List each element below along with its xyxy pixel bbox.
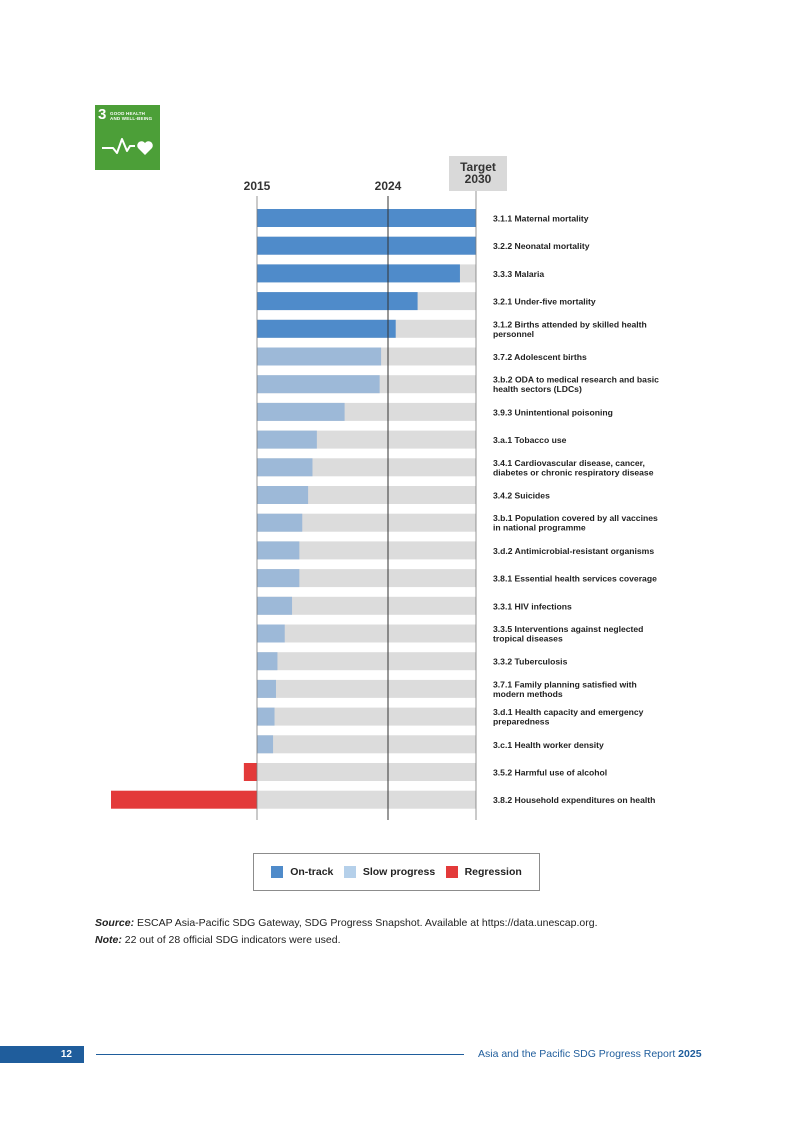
bar <box>257 707 275 726</box>
bar <box>257 402 345 421</box>
bar-label: 3.4.1 Cardiovascular disease, cancer, <box>493 458 645 468</box>
source-text: ESCAP Asia-Pacific SDG Gateway, SDG Prog… <box>134 917 598 929</box>
bar <box>257 375 380 394</box>
bar <box>257 569 300 588</box>
sdg-number: 3 <box>98 106 107 123</box>
source-line: Source: ESCAP Asia-Pacific SDG Gateway, … <box>95 915 598 932</box>
bar-track <box>257 790 476 809</box>
chart-legend: On-track Slow progress Regression <box>253 853 540 891</box>
report-title: Asia and the Pacific SDG Progress Report <box>478 1048 679 1060</box>
bar-label: 3.1.2 Births attended by skilled health <box>493 319 647 329</box>
bar-label: 3.d.1 Health capacity and emergency <box>493 707 644 717</box>
bar-label: 3.a.1 Tobacco use <box>493 435 567 445</box>
bar <box>257 292 418 311</box>
note-label: Note: <box>95 934 122 946</box>
sdg-3-badge: 3 GOOD HEALTH AND WELL-BEING <box>95 105 160 170</box>
report-year: 2025 <box>678 1048 702 1060</box>
bar <box>257 596 293 615</box>
bar-label: 3.2.1 Under-five mortality <box>493 297 596 307</box>
bar-label: personnel <box>493 329 534 339</box>
bar-track <box>257 569 476 588</box>
legend-item-on-track: On-track <box>271 866 333 878</box>
bar-label: tropical diseases <box>493 634 563 644</box>
bar-label: diabetes or chronic respiratory disease <box>493 467 654 477</box>
bar <box>257 679 276 698</box>
legend-swatch-slow-progress <box>343 866 356 878</box>
bar <box>257 347 382 366</box>
bar-label: preparedness <box>493 717 550 727</box>
legend-item-regression: Regression <box>445 866 522 878</box>
bar-track <box>257 486 476 504</box>
bar-label: 3.b.1 Population covered by all vaccines <box>493 513 658 523</box>
note-line: Note: 22 out of 28 official SDG indicato… <box>95 932 598 949</box>
bar-label: 3.3.3 Malaria <box>493 269 544 279</box>
bar-track <box>257 624 476 643</box>
target-2030-box <box>449 156 507 191</box>
legend-item-slow-progress: Slow progress <box>343 866 436 878</box>
bar-label: 3.7.2 Adolescent births <box>493 352 587 362</box>
footer-report-title: Asia and the Pacific SDG Progress Report… <box>478 1048 702 1060</box>
bar-track <box>257 541 476 560</box>
bar <box>257 430 317 449</box>
source-label: Source: <box>95 917 135 929</box>
bar-label: 3.8.2 Household expenditures on health <box>493 795 655 805</box>
bar-label: 3.1.1 Maternal mortality <box>493 214 589 224</box>
chart-notes: Source: ESCAP Asia-Pacific SDG Gateway, … <box>95 915 598 949</box>
note-text: 22 out of 28 official SDG indicators wer… <box>121 934 341 946</box>
bar <box>257 319 396 338</box>
bar-track <box>257 652 476 671</box>
bar <box>257 458 313 477</box>
bar <box>257 513 303 532</box>
bar <box>257 735 274 754</box>
axis-label-2015: 2015 <box>244 179 271 193</box>
bar-track <box>257 707 476 726</box>
bar <box>111 790 257 809</box>
footer-divider <box>96 1054 464 1055</box>
bar-track <box>257 679 476 698</box>
bar-label: in national programme <box>493 523 586 533</box>
bar-label: 3.4.2 Suicides <box>493 491 550 501</box>
heartbeat-icon <box>102 138 153 155</box>
bar <box>243 763 257 781</box>
bar-label: 3.5.2 Harmful use of alcohol <box>493 768 607 778</box>
bar <box>257 541 300 560</box>
bar-label: 3.3.5 Interventions against neglected <box>493 624 643 634</box>
bar-label: 3.8.1 Essential health services coverage <box>493 574 657 584</box>
bar-label: 3.9.3 Unintentional poisoning <box>493 407 613 417</box>
axis-label-2024: 2024 <box>375 179 402 193</box>
axis-label-target-2030-line-1: Target <box>460 160 496 174</box>
sdg-title: GOOD HEALTH AND WELL-BEING <box>110 111 153 121</box>
bar-label: health sectors (LDCs) <box>493 384 582 394</box>
bar <box>257 209 476 227</box>
bar-track <box>257 513 476 532</box>
bar <box>257 264 460 283</box>
bar-track <box>257 596 476 615</box>
bar-label: 3.3.2 Tuberculosis <box>493 657 568 667</box>
bar <box>257 652 278 671</box>
legend-label-on-track: On-track <box>290 866 334 878</box>
bar-track <box>257 763 476 781</box>
legend-swatch-on-track <box>271 866 284 878</box>
bar-label: 3.2.2 Neonatal mortality <box>493 241 590 251</box>
bar <box>257 486 309 504</box>
legend-label-regression: Regression <box>464 866 522 878</box>
bar-label: modern methods <box>493 689 563 699</box>
legend-swatch-regression <box>445 866 458 878</box>
bar-label: 3.d.2 Antimicrobial-resistant organisms <box>493 546 654 556</box>
legend-label-slow-progress: Slow progress <box>362 866 436 878</box>
bar-label: 3.3.1 HIV infections <box>493 601 572 611</box>
bar-label: 3.b.2 ODA to medical research and basic <box>493 375 659 385</box>
axis-label-target-2030-line-2: 2030 <box>465 172 492 186</box>
bar-label: 3.c.1 Health worker density <box>493 740 604 750</box>
bar <box>257 624 285 643</box>
bar-label: 3.7.1 Family planning satisfied with <box>493 679 637 689</box>
bar <box>257 236 476 255</box>
page-number: 12 <box>0 1046 84 1063</box>
bar-track <box>257 735 476 754</box>
